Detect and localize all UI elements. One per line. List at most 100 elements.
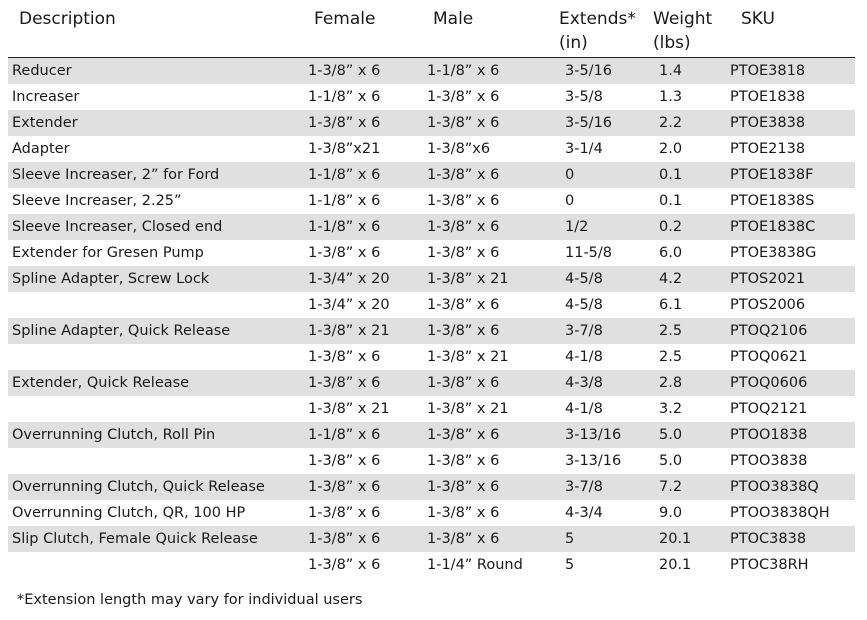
product-table: Description Female Male Extends* (in) We…: [8, 0, 855, 578]
cell-female: 1-1/8” x 6: [308, 89, 381, 105]
cell-male: 1-3/8” x 6: [427, 531, 500, 547]
cell-male: 1-3/8” x 6: [427, 115, 500, 131]
cell-extends: 3-5/8: [565, 89, 603, 105]
cell-female: 1-1/8” x 6: [308, 193, 381, 209]
cell-male: 1-3/8” x 6: [427, 427, 500, 443]
cell-description: Sleeve Increaser, 2” for Ford: [12, 167, 220, 183]
cell-male: 1-3/8” x 21: [427, 401, 509, 417]
cell-extends: 0: [565, 167, 575, 183]
table-row: Spline Adapter, Quick Release 1-3/8” x 21…: [8, 318, 855, 344]
table-row: Slip Clutch, Female Quick Release 1-3/8” …: [8, 526, 855, 552]
table-row: Spline Adapter, Screw Lock 1-3/4” x 20 1-3…: [8, 266, 855, 292]
cell-weight: 20.1: [659, 557, 692, 573]
cell-description: Spline Adapter, Quick Release: [12, 323, 231, 339]
cell-sku: PTOE1838: [730, 89, 806, 105]
cell-description: Sleeve Increaser, 2.25”: [12, 193, 182, 209]
cell-extends: 11-5/8: [565, 245, 613, 261]
cell-weight: 2.8: [659, 375, 683, 391]
cell-extends: 5: [565, 557, 575, 573]
cell-male: 1-3/8” x 21: [427, 349, 509, 365]
cell-male: 1-3/8”x6: [427, 141, 491, 157]
cell-extends: 3-7/8: [565, 479, 603, 495]
cell-weight: 9.0: [659, 505, 683, 521]
cell-description: Overrunning Clutch, Quick Release: [12, 479, 265, 495]
cell-female: 1-1/8” x 6: [308, 427, 381, 443]
cell-description: Adapter: [12, 141, 70, 157]
cell-male: 1-1/4” Round: [427, 557, 523, 573]
table-row: 1-3/8” x 6 1-1/4” Round 5 20.1 PTOC38RH: [8, 552, 855, 578]
cell-weight: 20.1: [659, 531, 692, 547]
table-header: Description Female Male Extends* (in) We…: [8, 0, 855, 58]
table-row: Increaser 1-1/8” x 6 1-3/8” x 6 3-5/8 1.3 PTO…: [8, 84, 855, 110]
cell-weight: 0.2: [659, 219, 683, 235]
cell-description: Overrunning Clutch, QR, 100 HP: [12, 505, 246, 521]
cell-female: 1-3/8” x 6: [308, 115, 381, 131]
table-row: 1-3/4” x 20 1-3/8” x 6 4-5/8 6.1 PTOS2006: [8, 292, 855, 318]
header-description: Description: [19, 9, 116, 29]
cell-sku: PTOO3838QH: [730, 505, 830, 521]
cell-female: 1-3/8” x 6: [308, 63, 381, 79]
cell-weight: 3.2: [659, 401, 683, 417]
cell-description: Extender: [12, 115, 78, 131]
cell-female: 1-3/8” x 21: [308, 401, 390, 417]
cell-weight: 2.5: [659, 323, 683, 339]
cell-sku: PTOO3838: [730, 453, 808, 469]
cell-male: 1-3/8” x 6: [427, 505, 500, 521]
cell-female: 1-3/8” x 6: [308, 245, 381, 261]
cell-weight: 6.0: [659, 245, 683, 261]
cell-extends: 3-5/16: [565, 63, 613, 79]
cell-male: 1-3/8” x 6: [427, 167, 500, 183]
cell-female: 1-3/4” x 20: [308, 271, 390, 287]
header-sku: SKU: [741, 9, 775, 29]
cell-extends: 4-5/8: [565, 297, 603, 313]
cell-sku: PTOE1838F: [730, 167, 814, 183]
cell-extends: 4-3/8: [565, 375, 603, 391]
cell-male: 1-3/8” x 6: [427, 479, 500, 495]
cell-female: 1-1/8” x 6: [308, 167, 381, 183]
cell-weight: 1.3: [659, 89, 683, 105]
table-row: Sleeve Increaser, Closed end 1-1/8” x 6 1-…: [8, 214, 855, 240]
cell-sku: PTOE1838C: [730, 219, 816, 235]
cell-sku: PTOC3838: [730, 531, 807, 547]
table-row: Adapter 1-3/8”x21 1-3/8”x6 3-1/4 2.0 PTOE2138: [8, 136, 855, 162]
footnote: *Extension length may vary for individua…: [17, 592, 363, 608]
cell-description: Increaser: [12, 89, 80, 105]
cell-sku: PTOQ0621: [730, 349, 808, 365]
cell-male: 1-1/8” x 6: [427, 63, 500, 79]
cell-weight: 2.0: [659, 141, 683, 157]
cell-male: 1-3/8” x 6: [427, 323, 500, 339]
cell-weight: 5.0: [659, 427, 683, 443]
cell-female: 1-3/8” x 6: [308, 375, 381, 391]
cell-description: Slip Clutch, Female Quick Release: [12, 531, 258, 547]
cell-extends: 5: [565, 531, 575, 547]
cell-male: 1-3/8” x 6: [427, 453, 500, 469]
cell-sku: PTOS2021: [730, 271, 806, 287]
cell-male: 1-3/8” x 6: [427, 297, 500, 313]
cell-extends: 4-3/4: [565, 505, 603, 521]
table-body: Reducer 1-3/8” x 6 1-1/8” x 6 3-5/16 1.4 PTOE…: [8, 58, 855, 578]
cell-weight: 2.2: [659, 115, 683, 131]
table-row: Sleeve Increaser, 2.25” 1-1/8” x 6 1-3/8” …: [8, 188, 855, 214]
cell-female: 1-3/8” x 6: [308, 531, 381, 547]
cell-sku: PTOE2138: [730, 141, 806, 157]
cell-sku: PTOQ2121: [730, 401, 808, 417]
cell-weight: 5.0: [659, 453, 683, 469]
cell-sku: PTOS2006: [730, 297, 806, 313]
cell-extends: 3-13/16: [565, 453, 622, 469]
cell-description: Sleeve Increaser, Closed end: [12, 219, 223, 235]
cell-female: 1-3/8”x21: [308, 141, 381, 157]
cell-extends: 3-1/4: [565, 141, 603, 157]
cell-weight: 2.5: [659, 349, 683, 365]
header-extends: Extends* (in): [559, 9, 636, 53]
table-row: Reducer 1-3/8” x 6 1-1/8” x 6 3-5/16 1.4 PTOE…: [8, 58, 855, 84]
cell-extends: 1/2: [565, 219, 589, 235]
cell-female: 1-3/4” x 20: [308, 297, 390, 313]
header-weight: Weight (lbs): [653, 9, 713, 53]
cell-female: 1-3/8” x 6: [308, 349, 381, 365]
cell-female: 1-3/8” x 6: [308, 505, 381, 521]
cell-extends: 3-5/16: [565, 115, 613, 131]
cell-extends: 3-13/16: [565, 427, 622, 443]
cell-extends: 4-5/8: [565, 271, 603, 287]
cell-male: 1-3/8” x 6: [427, 245, 500, 261]
cell-extends: 0: [565, 193, 575, 209]
